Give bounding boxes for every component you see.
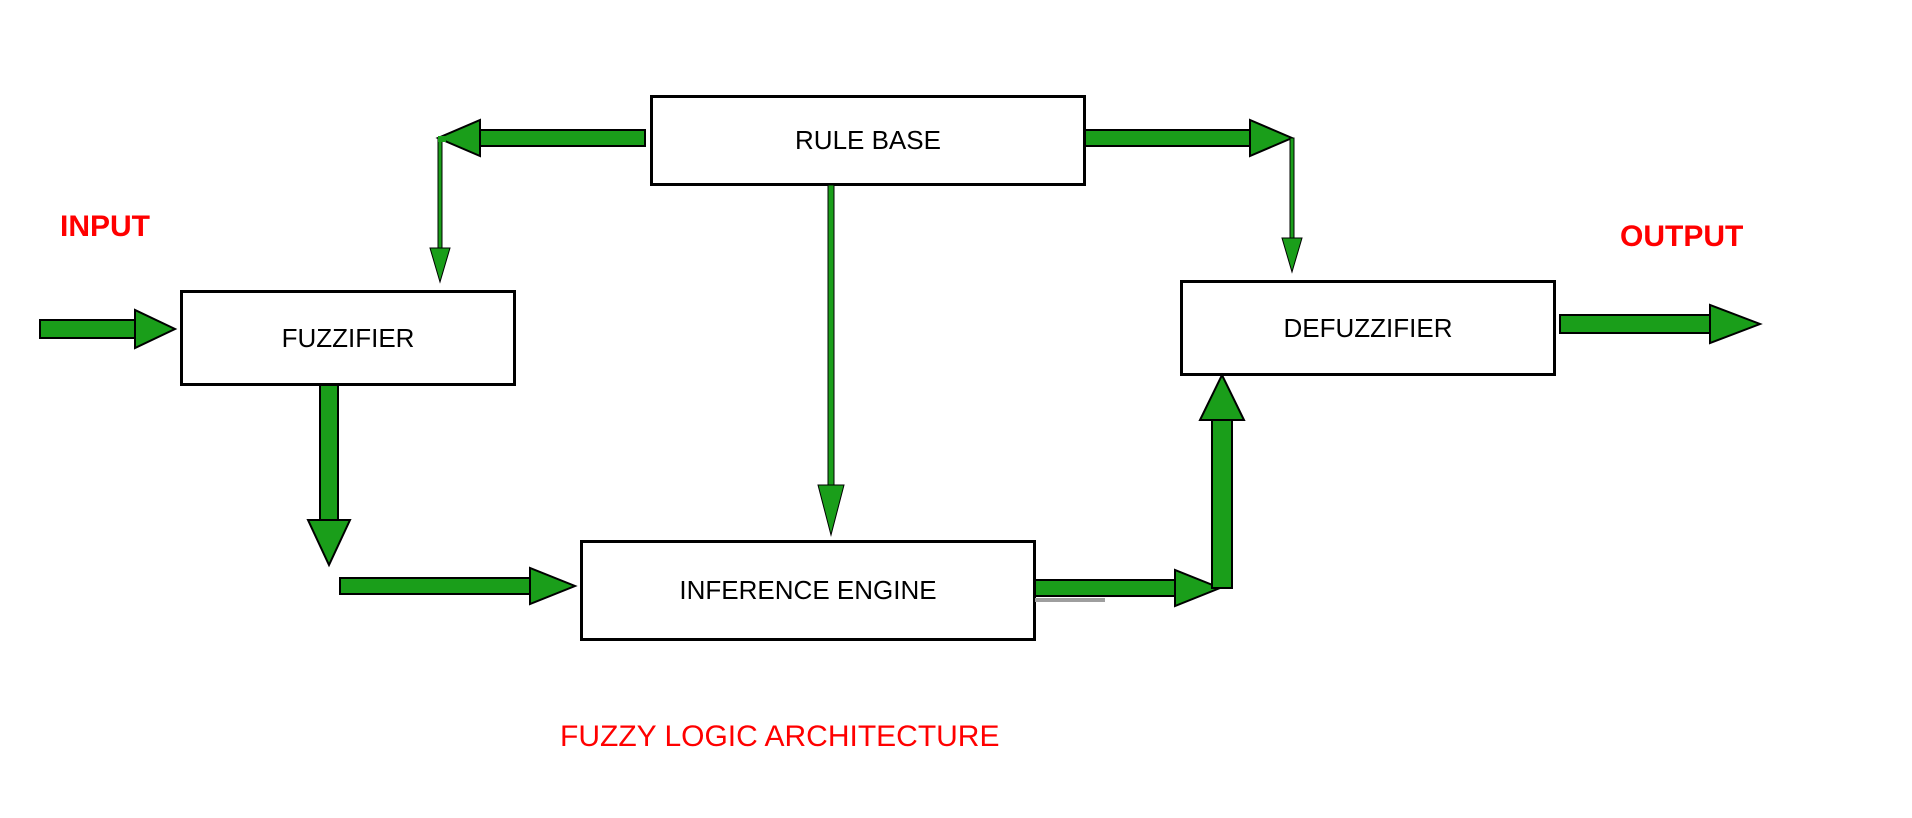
rulebase-to-inference-down: [818, 185, 844, 535]
rule-base-label: RULE BASE: [795, 125, 941, 156]
input-label: INPUT: [60, 210, 150, 244]
rule-base-box: RULE BASE: [650, 95, 1086, 186]
defuzzifier-box: DEFUZZIFIER: [1180, 280, 1556, 376]
fuzzifier-box: FUZZIFIER: [180, 290, 516, 386]
output-label: OUTPUT: [1620, 220, 1743, 254]
rulebase-left-arrow: [438, 120, 645, 156]
rulebase-right-arrow: [1085, 120, 1292, 156]
rulebase-to-fuzzifier-down: [430, 136, 450, 282]
caption-label: FUZZY LOGIC ARCHITECTURE: [560, 720, 999, 754]
output-label-text: OUTPUT: [1620, 220, 1743, 253]
input-arrow: [40, 310, 175, 348]
inference-to-defuzzifier-up: [1200, 375, 1244, 588]
rulebase-to-defuzzifier-down: [1282, 138, 1302, 272]
inference-box: INFERENCE ENGINE: [580, 540, 1036, 641]
output-arrow: [1560, 305, 1760, 343]
fuzzifier-label: FUZZIFIER: [282, 323, 415, 354]
inference-to-right: [1035, 570, 1220, 606]
caption-label-text: FUZZY LOGIC ARCHITECTURE: [560, 720, 999, 753]
inference-label: INFERENCE ENGINE: [679, 575, 936, 606]
fuzzifier-to-inference-right: [340, 568, 575, 604]
defuzzifier-label: DEFUZZIFIER: [1284, 313, 1453, 344]
fuzzifier-down: [308, 385, 350, 565]
input-label-text: INPUT: [60, 210, 150, 243]
